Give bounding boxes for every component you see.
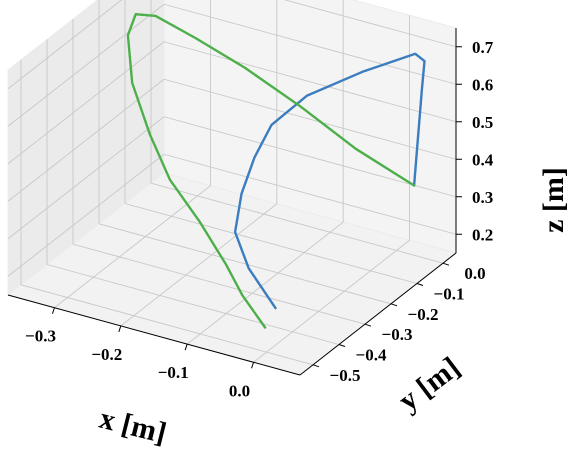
y-tick-label: −0.4 <box>356 346 387 365</box>
y-tick-mark <box>364 323 372 327</box>
x-tick-mark <box>184 343 188 351</box>
x-tick-label: 0.0 <box>229 381 250 400</box>
y-tick-mark <box>312 364 320 368</box>
y-tick-label: −0.3 <box>382 325 413 344</box>
z-tick-label: 0.6 <box>472 75 493 94</box>
y-grid-floor <box>46 264 340 345</box>
z-tick-label: 0.3 <box>472 188 493 207</box>
y-axis-line <box>299 252 457 376</box>
axis-lines <box>7 28 462 376</box>
x-grid-floor <box>120 203 278 327</box>
y-tick-label: −0.2 <box>408 305 439 324</box>
y-tick-label: −0.1 <box>434 285 465 304</box>
y-grid-floor <box>72 243 366 325</box>
z-grid-back <box>163 153 457 235</box>
series-lines <box>126 13 426 329</box>
z-tick-label: 0.4 <box>472 150 494 169</box>
y-grid-floor <box>98 223 392 305</box>
axes-gridlines <box>7 0 457 366</box>
series-line-2 <box>126 13 416 329</box>
y-tick-label: −0.5 <box>330 366 361 385</box>
z-grid-left <box>7 116 165 240</box>
z-grid-back <box>163 3 457 85</box>
y-grid-floor <box>20 284 314 366</box>
z-grid-left <box>7 3 165 127</box>
tick-labels: −0.3−0.2−0.10.0−0.5−0.4−0.3−0.2−0.10.00.… <box>25 38 494 400</box>
z-tick-label: 0.5 <box>472 113 493 132</box>
x-tick-mark <box>118 325 122 333</box>
y-grid-floor <box>150 182 444 264</box>
x-tick-label: −0.1 <box>158 363 189 382</box>
z-axis-label: z [m] <box>537 167 570 233</box>
x-axis-label: x [m] <box>96 402 169 449</box>
x-tick-label: −0.3 <box>25 327 56 346</box>
z-tick-label: 0.7 <box>472 38 494 57</box>
y-tick-mark <box>338 344 346 347</box>
z-grid-back <box>283 0 457 48</box>
x-tick-mark <box>51 307 55 314</box>
y-grid-floor <box>124 203 418 284</box>
axes-panes <box>6 0 458 376</box>
y-axis-label: y [m] <box>392 351 466 418</box>
z-grid-left <box>7 0 123 90</box>
x-axis-line <box>7 294 301 376</box>
y-tick-mark <box>416 283 424 286</box>
z-grid-left <box>7 153 165 277</box>
x-grid-floor <box>253 239 410 363</box>
y-tick-mark <box>390 303 398 307</box>
z-grid-back <box>163 78 457 160</box>
x-grid-floor <box>54 185 211 309</box>
series-line-1 <box>233 52 426 310</box>
x-tick-mark <box>251 362 255 369</box>
z-grid-back <box>163 116 457 198</box>
x-grid-floor <box>186 221 344 345</box>
z-grid-left <box>7 41 165 165</box>
y-tick-label: 0.0 <box>464 264 485 283</box>
x-tick-label: −0.2 <box>91 345 122 364</box>
z-tick-label: 0.2 <box>472 225 493 244</box>
y-tick-mark <box>442 262 450 266</box>
z-grid-back <box>163 41 457 123</box>
